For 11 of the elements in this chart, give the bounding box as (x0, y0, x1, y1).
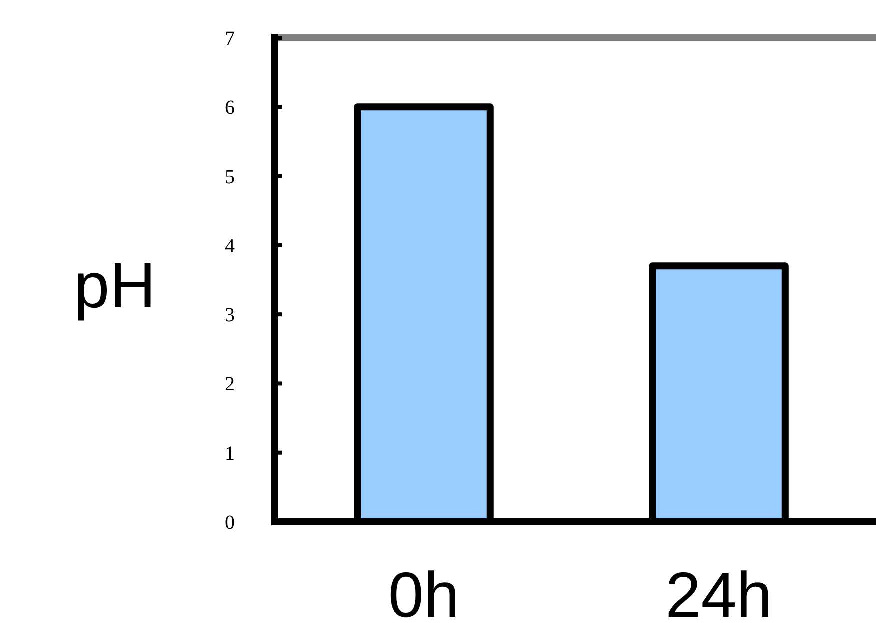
y-tick-label: 4 (225, 235, 235, 258)
y-tick-label: 1 (225, 442, 235, 465)
y-tick-label: 0 (225, 512, 235, 534)
y-tick-label: 5 (225, 166, 235, 188)
x-tick-label: 0h (388, 559, 460, 623)
x-tick-label: 24h (666, 559, 772, 623)
y-tick-label: 7 (225, 28, 235, 50)
y-tick-label: 2 (225, 374, 235, 396)
y-tick-label: 3 (225, 304, 235, 327)
y-axis-title: pH (74, 249, 156, 322)
y-tick-label: 6 (225, 97, 235, 120)
